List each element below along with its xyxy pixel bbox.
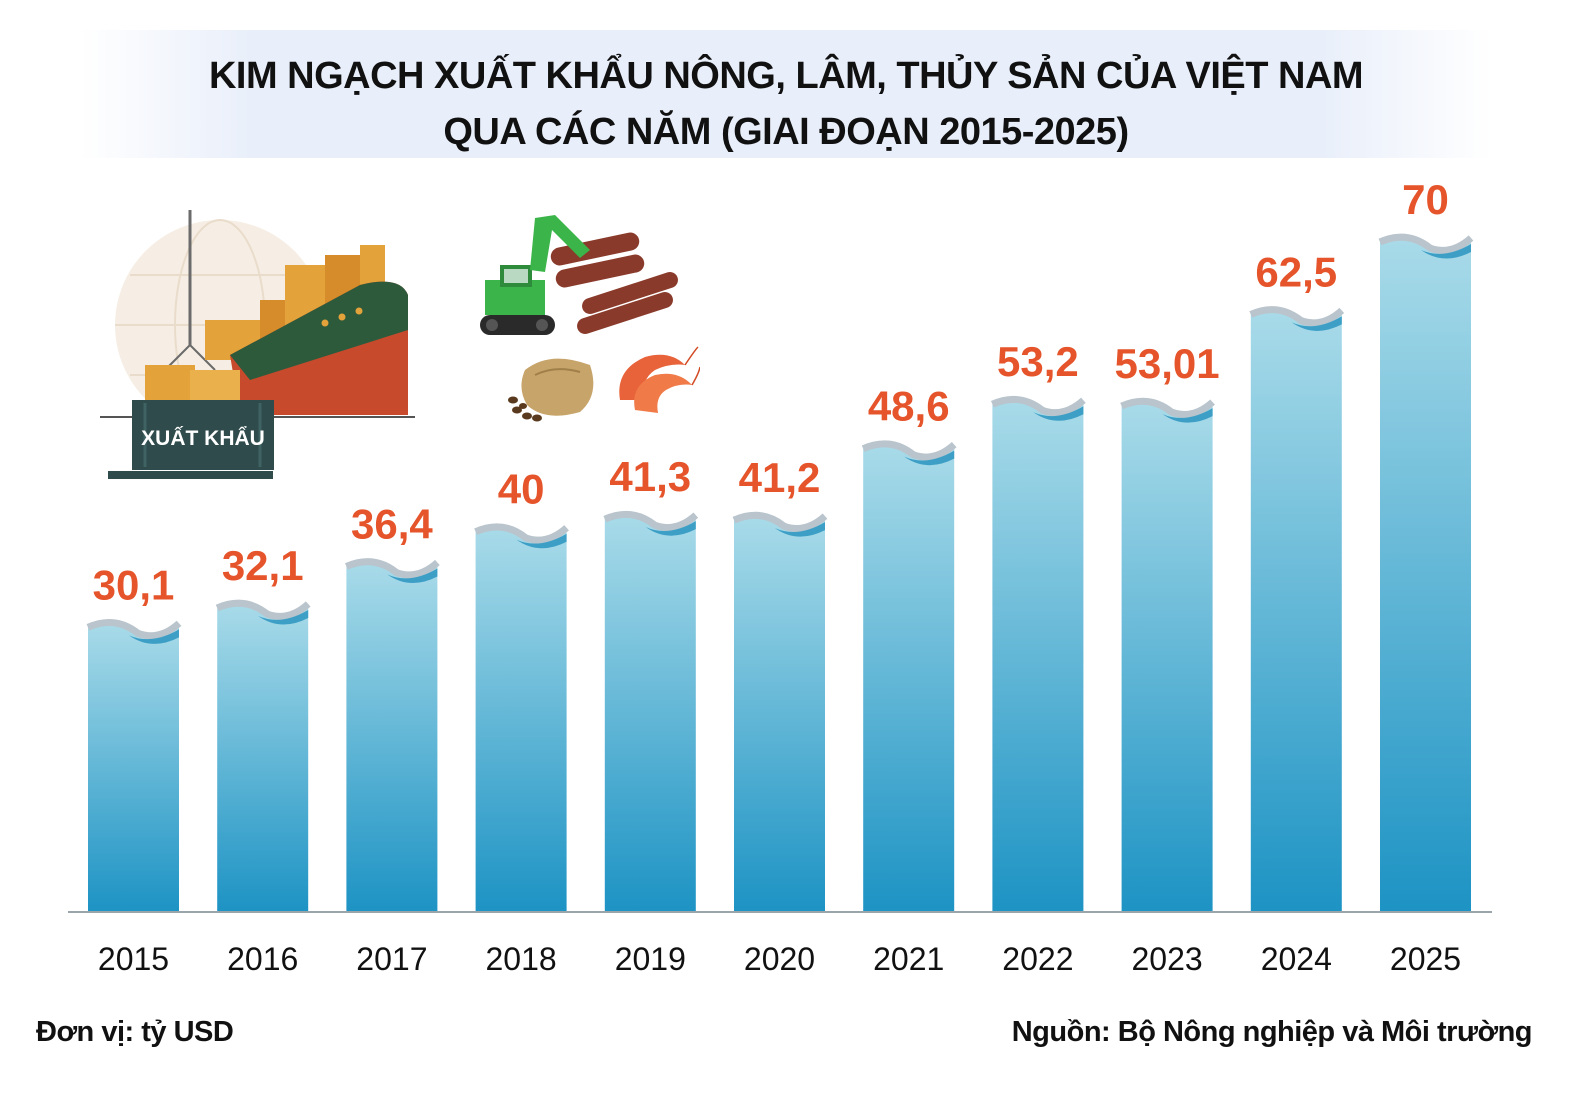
- x-tick-label-2020: 2020: [744, 941, 815, 977]
- x-tick-label-2022: 2022: [1002, 941, 1073, 977]
- bar-2017: [346, 561, 438, 912]
- value-label-2024: 62,5: [1255, 248, 1337, 295]
- bar-wave-2023: [1120, 397, 1215, 418]
- x-tick-label-2016: 2016: [227, 941, 298, 977]
- bar-wave-2025: [1378, 233, 1474, 254]
- bar-water-2024: [1291, 316, 1342, 331]
- bar-wave-2021: [861, 440, 957, 461]
- value-label-2025: 70: [1402, 176, 1449, 223]
- value-label-2018: 40: [498, 466, 545, 513]
- value-label-2020: 41,2: [739, 454, 821, 501]
- value-label-2019: 41,3: [609, 453, 691, 500]
- bar-water-2018: [516, 533, 567, 549]
- value-label-2023: 53,01: [1115, 340, 1220, 387]
- bar-water-2020: [774, 522, 825, 537]
- chart-title-line-2: QUA CÁC NĂM (GIAI ĐOẠN 2015-2025): [443, 111, 1129, 153]
- cargo-ship-icon: XUẤT KHẨU: [100, 210, 415, 479]
- ship-label: XUẤT KHẨU: [141, 427, 265, 450]
- bar-2020: [734, 515, 825, 912]
- bar-2023: [1121, 401, 1213, 912]
- x-tick-label-2021: 2021: [873, 941, 944, 977]
- bar-2019: [604, 514, 696, 912]
- value-label-2021: 48,6: [868, 383, 950, 430]
- bar-water-2025: [1420, 244, 1471, 259]
- bar-water-2019: [645, 521, 696, 536]
- bar-wave-2022: [990, 395, 1086, 417]
- bar-water-2023: [1162, 408, 1213, 423]
- bar-wave-2017: [344, 558, 440, 579]
- bar-water-2022: [1033, 406, 1084, 421]
- x-tick-label-2015: 2015: [98, 941, 169, 977]
- bar-2015: [88, 622, 179, 912]
- coffee-sack-icon: [508, 358, 594, 422]
- bar-water-2021: [904, 450, 955, 466]
- bar-2024: [1250, 309, 1342, 913]
- bar-water-2015: [128, 629, 179, 644]
- bar-wave-2019: [603, 510, 699, 532]
- x-tick-label-2023: 2023: [1132, 941, 1203, 977]
- bar-water-2016: [258, 610, 309, 625]
- bar-water-2017: [387, 568, 438, 584]
- bar-2016: [217, 603, 309, 912]
- chart-title: KIM NGẠCH XUẤT KHẨU NÔNG, LÂM, THỦY SẢN …: [80, 48, 1492, 160]
- bar-wave-2015: [86, 619, 182, 640]
- bar-wave-2016: [215, 599, 311, 620]
- bar-2021: [863, 443, 955, 912]
- bar-2018: [475, 526, 567, 912]
- x-tick-label-2025: 2025: [1390, 941, 1461, 977]
- bar-wave-2024: [1249, 306, 1345, 327]
- bar-wave-2020: [732, 511, 828, 533]
- value-label-2017: 36,4: [351, 500, 433, 547]
- source-note: Nguồn: Bộ Nông nghiệp và Môi trường: [1011, 1016, 1533, 1048]
- x-tick-label-2017: 2017: [356, 941, 427, 977]
- title-band: [80, 30, 1492, 158]
- chart-title-line-1: KIM NGẠCH XUẤT KHẨU NÔNG, LÂM, THỦY SẢN …: [208, 55, 1364, 97]
- x-tick-label-2024: 2024: [1261, 941, 1332, 977]
- bar-wave-2018: [474, 523, 569, 544]
- shrimp-icon: [619, 346, 700, 413]
- unit-note: Đơn vị: tỷ USD: [36, 1016, 234, 1048]
- x-tick-label-2018: 2018: [486, 941, 557, 977]
- value-label-2022: 53,2: [997, 338, 1079, 385]
- excavator-logs-icon: [480, 215, 678, 335]
- value-label-2016: 32,1: [222, 542, 304, 589]
- x-tick-label-2019: 2019: [615, 941, 686, 977]
- bar-2025: [1380, 237, 1471, 912]
- bar-2022: [992, 399, 1084, 912]
- value-label-2015: 30,1: [93, 561, 175, 608]
